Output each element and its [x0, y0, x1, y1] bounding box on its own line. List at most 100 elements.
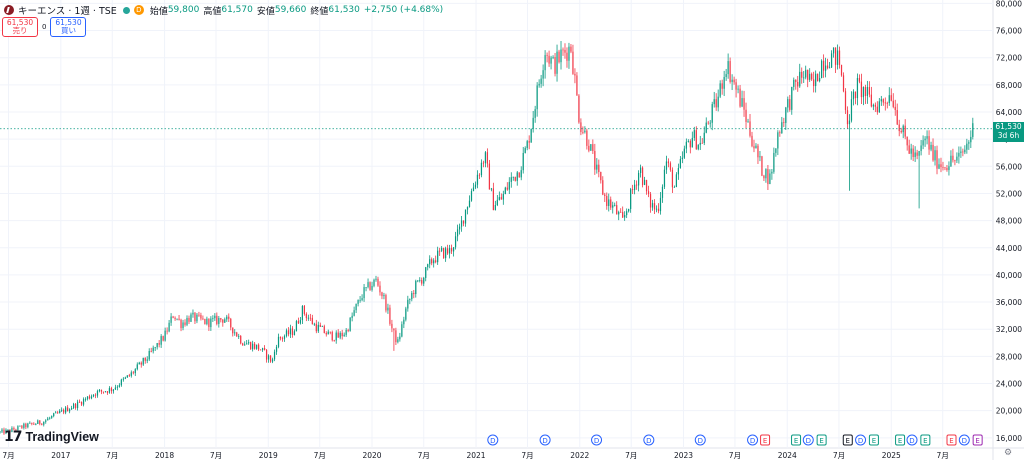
- candle-down: [482, 162, 485, 164]
- candle-down: [250, 342, 252, 350]
- candle-up: [709, 122, 711, 124]
- candle-up: [787, 99, 789, 108]
- candle-up: [950, 155, 952, 167]
- dividend-marker-label: D: [698, 437, 703, 445]
- candle-down: [745, 109, 747, 122]
- candle-up: [850, 99, 853, 121]
- candle-up: [261, 348, 264, 351]
- candle-up: [343, 334, 345, 337]
- candle-down: [230, 318, 232, 328]
- candle-up: [49, 417, 51, 419]
- candle-up: [727, 61, 729, 75]
- candle-down: [281, 338, 284, 340]
- tradingview-brand[interactable]: 17 TradingView: [4, 429, 99, 445]
- candle-down: [379, 285, 381, 293]
- candle-down: [962, 151, 964, 153]
- candle-down: [574, 73, 576, 76]
- symbol-title[interactable]: キーエンス · 1週 · TSE: [18, 6, 117, 17]
- candle-down: [188, 317, 190, 322]
- candle-down: [144, 357, 146, 361]
- candle-down: [333, 340, 335, 342]
- candle-down: [641, 167, 644, 185]
- candle-down: [822, 60, 825, 71]
- candle-down: [443, 248, 445, 259]
- candle-up: [530, 128, 532, 143]
- candle-down: [337, 332, 339, 338]
- candle-down: [391, 323, 393, 329]
- candle-down: [546, 55, 548, 56]
- keyence-logo-icon: [4, 5, 14, 15]
- y-tick-label: 40,000: [996, 271, 1022, 280]
- candle-up: [365, 287, 367, 288]
- candle-down: [898, 124, 900, 132]
- candle-up: [146, 359, 148, 361]
- candle-up: [112, 389, 115, 392]
- candle-up: [427, 264, 429, 268]
- candle-down: [671, 169, 674, 188]
- candle-up: [924, 138, 926, 141]
- candle-up: [399, 336, 401, 340]
- candle-up: [65, 407, 67, 413]
- candle-up: [248, 342, 250, 344]
- candle-up: [737, 88, 739, 90]
- candle-up: [45, 420, 47, 422]
- candle-up: [719, 83, 721, 97]
- candle-up: [926, 136, 928, 139]
- candle-up: [699, 142, 701, 145]
- candle-down: [329, 331, 331, 333]
- candle-up: [725, 74, 727, 77]
- candle-up: [29, 422, 31, 424]
- candle-down: [789, 99, 791, 110]
- candle-down: [287, 330, 290, 335]
- candle-down: [884, 102, 886, 104]
- candle-up: [821, 60, 823, 79]
- candle-down: [311, 317, 313, 325]
- earnings-marker-label: E: [819, 437, 823, 445]
- candle-up: [351, 315, 353, 318]
- dividend-marker: [487, 434, 499, 446]
- candle-up: [35, 423, 37, 425]
- earnings-marker: [791, 434, 802, 446]
- candle-down: [604, 194, 606, 197]
- candle-up: [685, 141, 687, 149]
- candle-down: [757, 145, 759, 158]
- candle-up: [474, 184, 477, 188]
- candle-up: [693, 130, 695, 138]
- candle-up: [830, 53, 833, 68]
- candle-down: [940, 164, 942, 168]
- x-tick-label: 7月: [521, 451, 533, 460]
- candle-down: [620, 211, 622, 213]
- candle-up: [512, 176, 514, 178]
- y-tick-label: 64,000: [996, 108, 1022, 117]
- candle-up: [411, 293, 413, 300]
- candle-down: [588, 145, 590, 151]
- candle-up: [98, 389, 101, 392]
- candle-down: [916, 152, 918, 156]
- dividend-marker-label: D: [594, 437, 599, 445]
- candle-down: [562, 49, 564, 51]
- candle-down: [208, 318, 210, 328]
- high-label: 高値: [203, 6, 222, 17]
- candle-up: [930, 144, 932, 150]
- settings-gear-icon[interactable]: ⚙: [1003, 448, 1013, 458]
- candle-down: [834, 47, 837, 65]
- sell-button[interactable]: 61,530 売り: [2, 17, 38, 37]
- candle-up: [359, 299, 361, 301]
- candle-up: [355, 303, 357, 311]
- delayed-data-badge[interactable]: D: [133, 5, 144, 15]
- candle-up: [409, 299, 411, 300]
- candle-down: [817, 73, 819, 82]
- candle-down: [506, 187, 508, 190]
- candle-up: [815, 73, 817, 87]
- candle-up: [781, 122, 783, 134]
- candle-down: [158, 343, 160, 345]
- dividend-marker: [855, 434, 867, 446]
- buy-button[interactable]: 61,530 買い: [50, 17, 87, 37]
- candle-up: [540, 78, 542, 84]
- candle-up: [769, 173, 771, 185]
- candle-down: [635, 184, 638, 186]
- candle-down: [309, 317, 311, 319]
- candle-down: [25, 423, 27, 428]
